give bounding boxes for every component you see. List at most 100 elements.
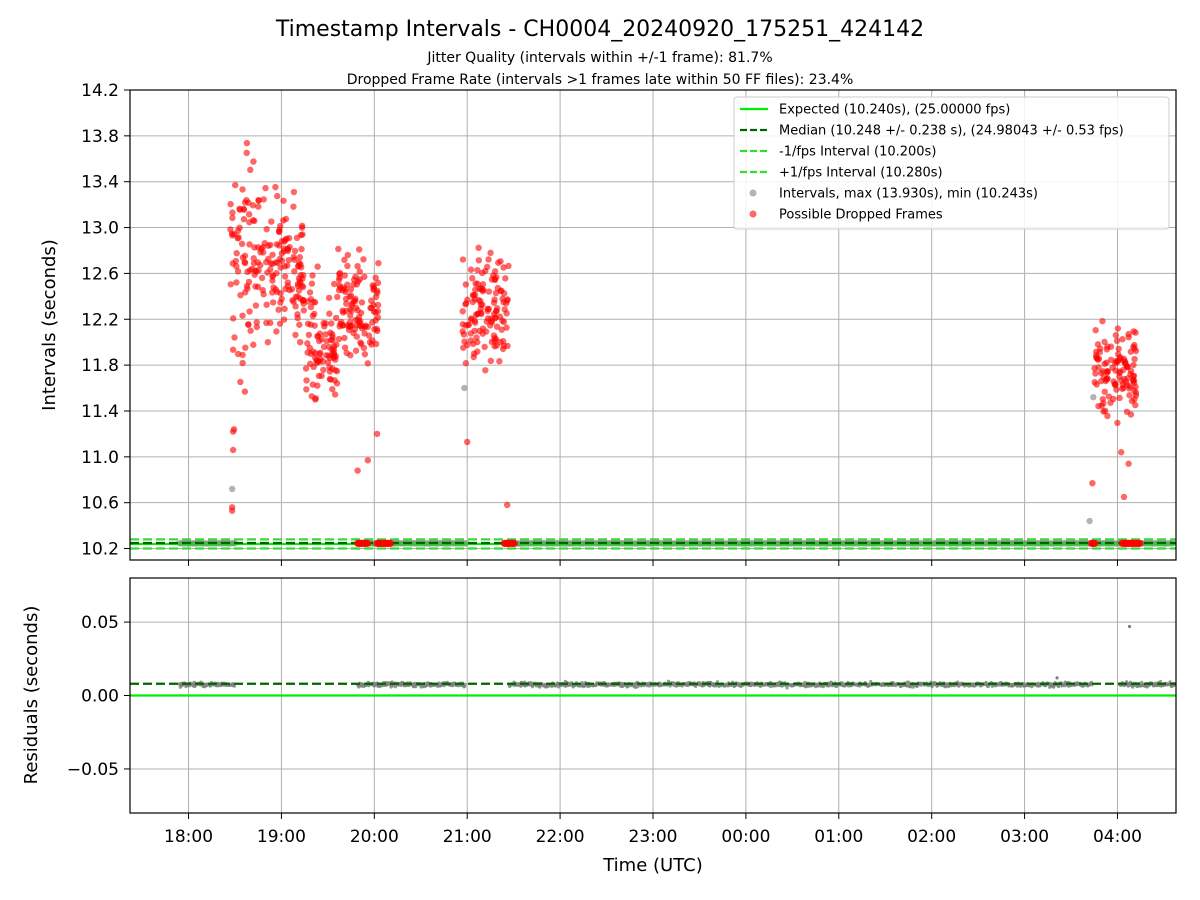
residual-point — [1140, 680, 1144, 684]
dropped-frame-point — [1104, 412, 1111, 420]
dropped-frame-point — [331, 280, 338, 288]
dropped-frame-point — [299, 283, 307, 291]
dropped-frame-point — [354, 467, 361, 474]
dropped-frame-point — [344, 281, 351, 288]
dropped-frame-point — [470, 292, 477, 299]
intervals-y-tick-label: 11.8 — [81, 356, 119, 376]
dropped-frame-point — [263, 319, 270, 327]
dropped-frame-point — [307, 303, 315, 311]
dropped-frame-point — [331, 391, 339, 398]
residual-point — [1131, 685, 1135, 689]
dropped-frame-point — [1089, 479, 1096, 487]
dropped-frame-point — [335, 335, 343, 343]
dropped-frame-point — [298, 245, 305, 253]
dropped-frame-point — [245, 211, 253, 218]
dropped-frame-point — [251, 244, 258, 251]
dropped-frame-point — [284, 262, 291, 269]
dropped-frame-point — [460, 344, 467, 351]
dropped-frame-point — [1123, 408, 1131, 415]
dropped-frame-point — [333, 367, 341, 375]
dropped-frame-point — [1091, 539, 1099, 547]
dropped-frame-point — [268, 218, 275, 225]
dropped-frame-point — [355, 246, 363, 253]
dropped-frame-point — [227, 200, 234, 208]
dropped-frame-point — [280, 316, 288, 323]
dropped-frame-point — [462, 281, 470, 288]
dropped-frame-point — [349, 300, 356, 307]
x-tick-label: 02:00 — [907, 827, 956, 847]
intervals-y-tick-label: 14.2 — [81, 81, 119, 101]
dropped-frame-point — [250, 255, 257, 262]
dropped-frame-point — [474, 310, 481, 318]
dropped-frame-point — [1094, 341, 1102, 348]
interval-point — [1086, 517, 1093, 525]
dropped-frame-point — [477, 305, 484, 312]
dropped-frame-point — [332, 353, 339, 360]
dropped-frame-point — [503, 324, 510, 331]
residuals-panel: 18:00 19:00 20:00 21:00 22:00 23:00 00:00 01:00… — [21, 577, 1177, 876]
dropped-frame-point — [459, 308, 466, 315]
dropped-frame-point — [1113, 386, 1120, 393]
dropped-frame-point — [375, 259, 382, 267]
dropped-frame-point — [1091, 379, 1098, 386]
dropped-frame-point — [294, 311, 301, 318]
dropped-frame-point — [1132, 401, 1139, 409]
dropped-frame-point — [1126, 385, 1133, 392]
dropped-frame-point — [329, 385, 336, 393]
dropped-frame-point — [251, 271, 258, 278]
dropped-frame-point — [1131, 355, 1138, 363]
dropped-frame-point — [233, 250, 240, 257]
dropped-frame-point — [315, 337, 323, 345]
dropped-frame-point — [1125, 460, 1132, 467]
dropped-frame-point — [360, 256, 367, 263]
dropped-frame-point — [484, 263, 491, 271]
dropped-frame-point — [263, 301, 270, 308]
dropped-frame-point — [1126, 392, 1133, 399]
dropped-frame-point — [465, 321, 473, 328]
dropped-frame-point — [313, 359, 320, 367]
dropped-frame-point — [474, 348, 481, 355]
dropped-frame-point — [262, 184, 269, 192]
dropped-frame-point — [356, 268, 363, 275]
dropped-frame-point — [327, 376, 334, 383]
dropped-frame-point — [1127, 367, 1135, 375]
residual-point — [393, 685, 398, 689]
residuals-y-tick-label: 0.00 — [81, 687, 119, 707]
dropped-frame-point — [1095, 402, 1102, 410]
dropped-frame-point — [346, 319, 354, 326]
residual-point — [463, 682, 467, 686]
dropped-frame-point — [372, 293, 380, 301]
dropped-frame-point — [365, 332, 373, 339]
dropped-frame-point — [311, 322, 318, 329]
residual-point — [715, 680, 720, 684]
dropped-frame-point — [239, 359, 246, 367]
dropped-frame-point — [255, 267, 262, 274]
legend-label: Median (10.248 +/- 0.238 s), (24.98043 +… — [779, 124, 1124, 139]
dropped-frame-point — [243, 139, 251, 147]
legend-label: Possible Dropped Frames — [779, 208, 943, 223]
dropped-frame-point — [278, 237, 286, 245]
dropped-frame-point — [229, 214, 236, 222]
dropped-frame-point — [1130, 361, 1137, 369]
dropped-frame-point — [364, 360, 371, 367]
dropped-frame-point — [290, 253, 297, 261]
dropped-frame-point — [1130, 376, 1137, 384]
dropped-frame-point — [306, 289, 314, 296]
residual-point — [1127, 624, 1132, 629]
dropped-frame-point — [500, 318, 508, 326]
dropped-frame-point — [296, 254, 304, 261]
dropped-frame-point — [284, 279, 291, 286]
dropped-frame-point — [474, 266, 481, 274]
dropped-frame-point — [231, 334, 238, 341]
dropped-frame-point — [303, 377, 310, 384]
dropped-frame-point — [260, 196, 267, 203]
dropped-frame-point — [252, 302, 260, 309]
residual-point — [803, 680, 807, 684]
residuals-data — [130, 624, 1177, 697]
dropped-frame-point — [315, 372, 323, 380]
dropped-frame-point — [304, 340, 311, 347]
intervals-y-tick-label: 13.4 — [81, 173, 119, 193]
dropped-frame-point — [479, 269, 486, 277]
dropped-frame-point — [1120, 493, 1128, 501]
dropped-frame-point — [475, 244, 482, 252]
